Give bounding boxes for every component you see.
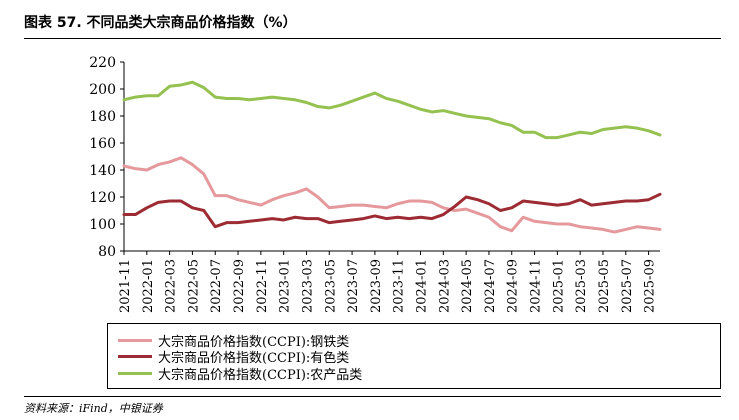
legend-swatch-agri: [118, 371, 152, 375]
x-tick-label: 2025-07: [620, 259, 635, 313]
x-tick-label: 2024-07: [483, 259, 498, 313]
bottom-rule: [24, 396, 721, 397]
y-tick-label: 180: [89, 109, 116, 125]
x-tick-label: 2022-03: [164, 259, 179, 313]
y-tick-label: 100: [89, 217, 116, 233]
x-tick-label: 2022-05: [186, 259, 201, 313]
figure-title: 图表 57. 不同品类大宗商品价格指数（%）: [24, 15, 297, 31]
x-tick-label: 2023-01: [278, 259, 293, 313]
x-tick-label: 2024-01: [415, 259, 430, 313]
y-tick-label: 140: [89, 163, 116, 179]
y-tick-label: 120: [89, 190, 116, 206]
x-tick-label: 2025-01: [551, 259, 566, 313]
series-line-agri: [122, 80, 662, 140]
y-tick-label: 200: [89, 82, 116, 98]
x-tick-label: 2022-07: [209, 259, 224, 313]
x-tick-label: 2024-09: [506, 259, 521, 313]
legend-label-steel: 大宗商品价格指数(CCPI):钢铁类: [158, 334, 350, 350]
x-tick-label: 2023-09: [369, 259, 384, 313]
x-tick-label: 2025-05: [597, 259, 612, 313]
x-tick-label: 2022-09: [232, 259, 247, 313]
x-tick-label: 2022-11: [255, 259, 270, 313]
x-tick-label: 2025-03: [574, 259, 589, 313]
x-tick-label: 2024-03: [437, 259, 452, 313]
series-line-steel: [122, 156, 662, 234]
x-tick-label: 2025-09: [643, 259, 658, 313]
x-tick-label: 2024-11: [529, 259, 544, 313]
y-tick-label: 160: [89, 136, 116, 152]
x-tick-label: 2022-01: [141, 259, 156, 313]
legend-item-steel: 大宗商品价格指数(CCPI):钢铁类: [118, 330, 349, 350]
axes: 80 100 120 140 160 180 200 220 2021-11 2022-01 202…: [89, 55, 660, 313]
series-line-nonferrous: [122, 192, 662, 229]
x-tick-label: 2021-11: [118, 259, 133, 313]
title-rule: [24, 38, 721, 39]
legend: [107, 323, 721, 389]
x-tick-label: 2023-05: [323, 259, 338, 313]
x-tick-label: 2023-11: [392, 259, 407, 313]
legend-label-nonferrous: 大宗商品价格指数(CCPI):有色类: [158, 350, 350, 366]
source-note: 资料来源：iFind，中银证券: [24, 402, 163, 415]
x-tick-label: 2023-03: [300, 259, 315, 313]
x-tick-label: 2024-05: [460, 259, 475, 313]
y-tick-label: 80: [98, 244, 116, 260]
y-tick-label: 220: [89, 55, 116, 71]
legend-swatch-steel: [118, 338, 152, 342]
legend-item-agri: 大宗商品价格指数(CCPI):农产品类: [118, 363, 362, 383]
legend-label-agri: 大宗商品价格指数(CCPI):农产品类: [158, 367, 363, 383]
series-layer: [122, 80, 662, 234]
legend-item-nonferrous: 大宗商品价格指数(CCPI):有色类: [118, 346, 349, 366]
legend-swatch-nonferrous: [118, 354, 152, 358]
x-tick-label: 2023-07: [346, 259, 361, 313]
